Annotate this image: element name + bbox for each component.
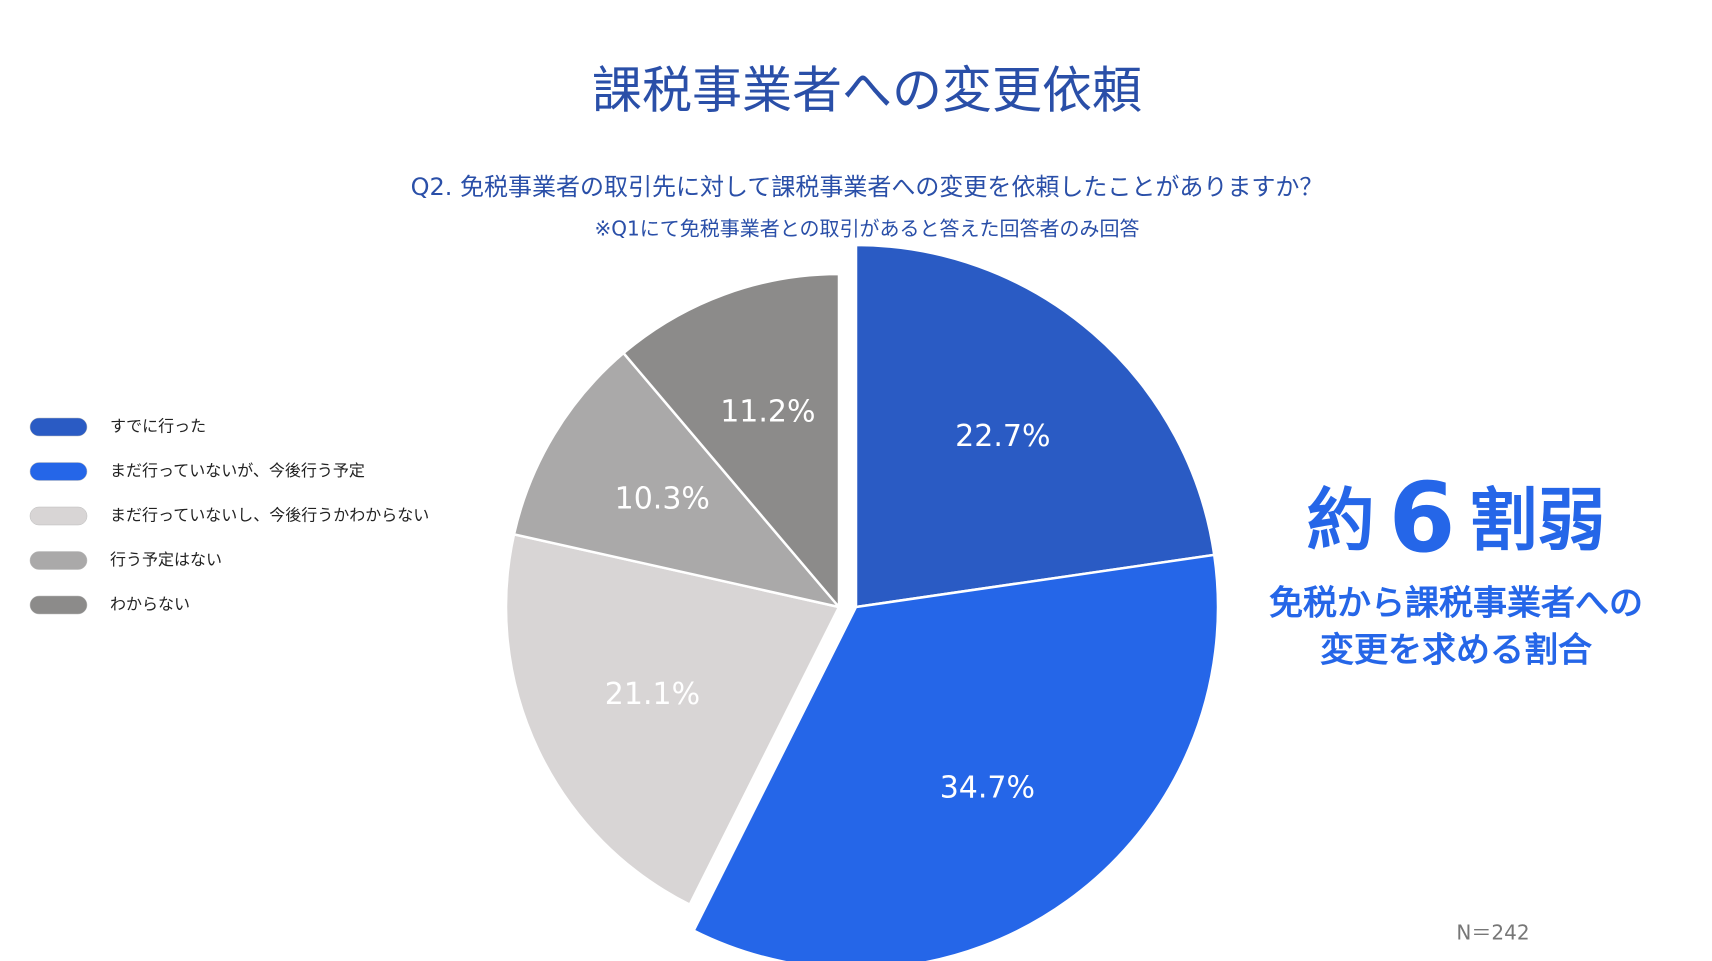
pie-slice xyxy=(504,532,841,907)
slice-label: 10.3% xyxy=(615,482,710,517)
annotation-number: 6 xyxy=(1389,462,1456,574)
legend-label: すでに行った xyxy=(110,417,206,436)
legend-swatch xyxy=(29,551,88,570)
legend-label: まだ行っていないし、今後行うかわからない xyxy=(110,506,429,525)
slice-label: 22.7% xyxy=(955,419,1050,454)
legend-swatch xyxy=(29,595,88,615)
annotation-headline: 約 6 割弱 xyxy=(1307,462,1606,574)
annotation-line: 変更を求める割合 xyxy=(1320,631,1592,671)
legend-swatch xyxy=(29,506,88,526)
note: ※Q1にて免税事業者との取引があると答えた回答者のみ回答 xyxy=(594,217,1139,241)
slice-label: 34.7% xyxy=(940,770,1035,805)
legend-label: わからない xyxy=(110,595,190,614)
slice-label: 11.2% xyxy=(720,395,815,430)
sample-size: N＝242 xyxy=(1456,921,1529,945)
legend-swatch xyxy=(29,462,88,481)
pie-slice xyxy=(621,272,841,611)
pie-slice xyxy=(854,243,1216,609)
annotation-prefix: 約 xyxy=(1307,482,1375,561)
legend-label: まだ行っていないが、今後行う予定 xyxy=(110,461,365,480)
slice-label: 21.1% xyxy=(605,677,700,712)
legend-label: 行う予定はない xyxy=(110,550,222,569)
chart-title: 課税事業者への変更依頼 xyxy=(592,62,1142,120)
annotation-suffix: 割弱 xyxy=(1469,482,1605,561)
pie-slice xyxy=(692,553,1220,961)
pie-slice xyxy=(512,351,843,610)
subtitle: Q2. 免税事業者の取引先に対して課税事業者への変更を依頼したことがありますか？ xyxy=(411,173,1324,201)
legend-swatch xyxy=(29,417,88,437)
annotation-line: 免税から課税事業者への xyxy=(1269,584,1643,624)
